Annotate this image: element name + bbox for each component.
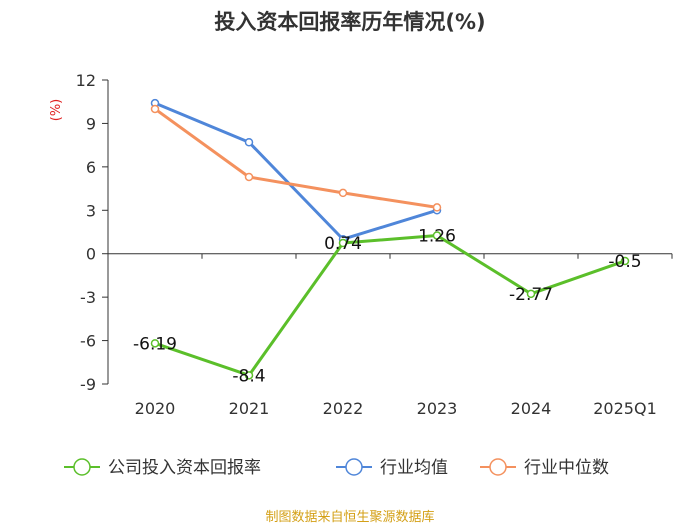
data-point: [244, 172, 254, 182]
data-point: [338, 238, 348, 248]
data-point: [244, 137, 254, 147]
x-tick-label: 2021: [229, 399, 270, 418]
y-tick-label: -3: [80, 288, 96, 307]
data-point: [338, 188, 348, 198]
data-label: -0.5: [608, 252, 641, 272]
x-tick-label: 2022: [323, 399, 364, 418]
x-tick-label: 2023: [417, 399, 458, 418]
data-point: [620, 256, 630, 266]
series-line-industry-mean: [154, 101, 438, 241]
data-point: [526, 289, 536, 299]
data-label: -8.4: [232, 366, 265, 386]
data-point: [432, 203, 442, 212]
data-point: [150, 339, 160, 348]
x-tick-label: 2025Q1: [593, 399, 657, 418]
y-tick-label: 3: [86, 201, 96, 220]
legend-label: 公司投入资本回报率: [108, 458, 261, 478]
series-line-company: [154, 233, 626, 377]
legend-marker: [489, 458, 507, 476]
y-tick-label: 6: [86, 158, 96, 177]
x-tick-label: 2024: [511, 399, 552, 418]
legend-label: 行业中位数: [524, 458, 609, 478]
data-point: [244, 371, 254, 380]
data-label: -6.19: [133, 334, 177, 354]
data-point: [150, 104, 160, 114]
y-tick-label: -6: [80, 332, 96, 351]
y-tick-label: 0: [86, 245, 96, 264]
y-tick-label: 12: [76, 71, 96, 90]
legend-label: 行业均值: [380, 458, 448, 478]
source-footnote: 制图数据来自恒生聚源数据库: [265, 510, 435, 525]
y-axis-unit-label: (%): [49, 99, 64, 122]
series-line-industry-median: [154, 107, 438, 209]
data-label: 0.74: [324, 234, 362, 254]
legend-marker: [73, 458, 91, 476]
data-point: [432, 231, 442, 240]
legend-marker: [345, 458, 363, 476]
data-label: -2.77: [509, 285, 553, 305]
x-tick-label: 2020: [135, 399, 176, 418]
y-tick-label: 9: [86, 114, 96, 133]
data-label: 1.26: [418, 226, 456, 246]
chart-title: 投入资本回报率历年情况(%): [214, 10, 486, 34]
y-tick-label: -9: [80, 375, 96, 394]
